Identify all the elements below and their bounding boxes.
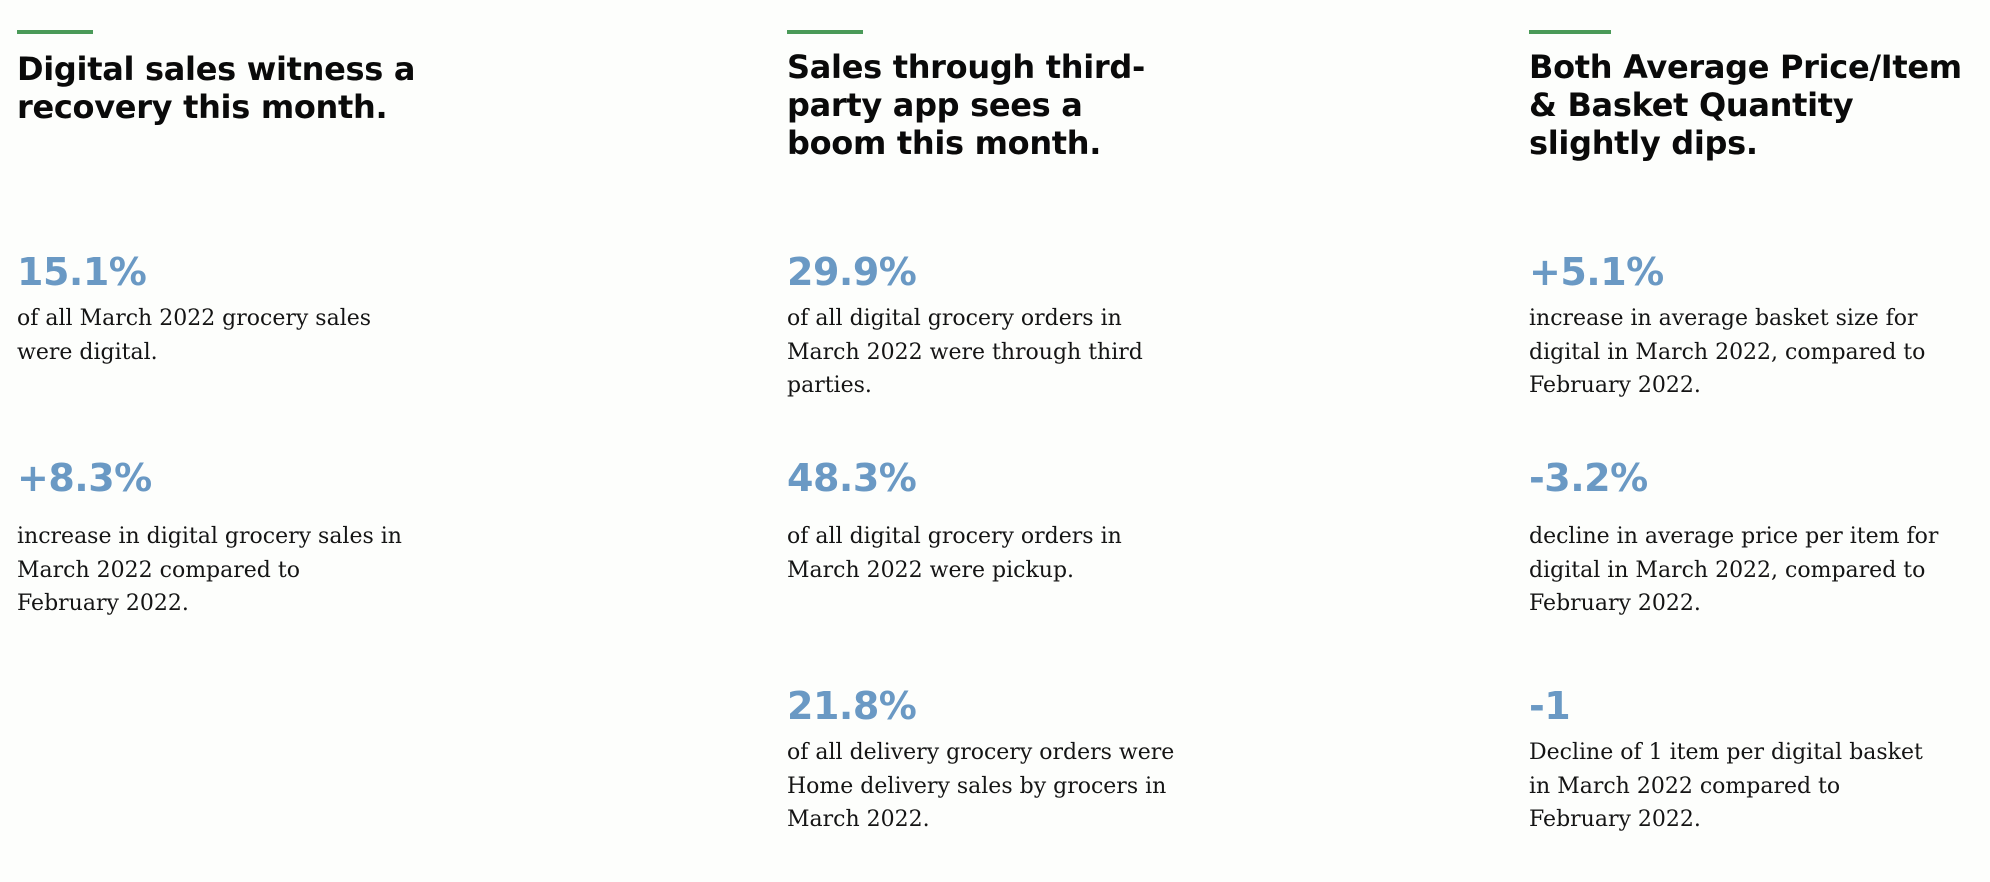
stat-block: 15.1% of all March 2022 grocery sales we… bbox=[17, 250, 407, 369]
accent-divider bbox=[787, 30, 863, 34]
stat-value: 15.1% bbox=[17, 250, 147, 294]
stat-block: 29.9% of all digital grocery orders in M… bbox=[787, 250, 1177, 403]
section-headline: Digital sales witness a recovery this mo… bbox=[17, 50, 416, 126]
stat-value: 48.3% bbox=[787, 456, 917, 500]
stat-block: 48.3% of all digital grocery orders in M… bbox=[787, 456, 1177, 587]
stat-description: decline in average price per item for di… bbox=[1529, 524, 1939, 616]
stat-value: -1 bbox=[1529, 684, 1571, 728]
section-headline: Both Average Price/Item & Basket Quantit… bbox=[1529, 48, 1962, 162]
stat-value: 21.8% bbox=[787, 684, 917, 728]
accent-divider bbox=[1529, 30, 1611, 34]
stat-value: +8.3% bbox=[17, 456, 152, 500]
stat-block: -1 Decline of 1 item per digital basket … bbox=[1529, 684, 1949, 837]
stat-description: of all delivery grocery orders were Home… bbox=[787, 740, 1175, 832]
stat-value: 29.9% bbox=[787, 250, 917, 294]
accent-divider bbox=[17, 30, 93, 34]
stat-value: +5.1% bbox=[1529, 250, 1664, 294]
stat-block: -3.2% decline in average price per item … bbox=[1529, 456, 1949, 621]
stat-description: of all digital grocery orders in March 2… bbox=[787, 524, 1122, 583]
stat-description: of all digital grocery orders in March 2… bbox=[787, 306, 1143, 398]
stat-block: +5.1% increase in average basket size fo… bbox=[1529, 250, 1949, 403]
stat-description: increase in digital grocery sales in Mar… bbox=[17, 524, 402, 616]
stat-description: Decline of 1 item per digital basket in … bbox=[1529, 740, 1923, 832]
stat-description: increase in average basket size for digi… bbox=[1529, 306, 1926, 398]
stat-block: 21.8% of all delivery grocery orders wer… bbox=[787, 684, 1177, 837]
stat-description: of all March 2022 grocery sales were dig… bbox=[17, 306, 372, 365]
stat-value: -3.2% bbox=[1529, 456, 1648, 500]
section-headline: Sales through third-party app sees a boo… bbox=[787, 48, 1145, 162]
stat-block: +8.3% increase in digital grocery sales … bbox=[17, 456, 407, 621]
